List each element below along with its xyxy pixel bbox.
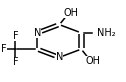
Text: F: F <box>1 44 7 54</box>
Text: F: F <box>12 31 18 41</box>
Text: OH: OH <box>86 56 101 66</box>
Text: N: N <box>34 28 41 38</box>
Text: F: F <box>12 57 18 67</box>
Text: NH₂: NH₂ <box>97 28 115 38</box>
Text: OH: OH <box>64 8 79 18</box>
Text: N: N <box>56 52 63 62</box>
